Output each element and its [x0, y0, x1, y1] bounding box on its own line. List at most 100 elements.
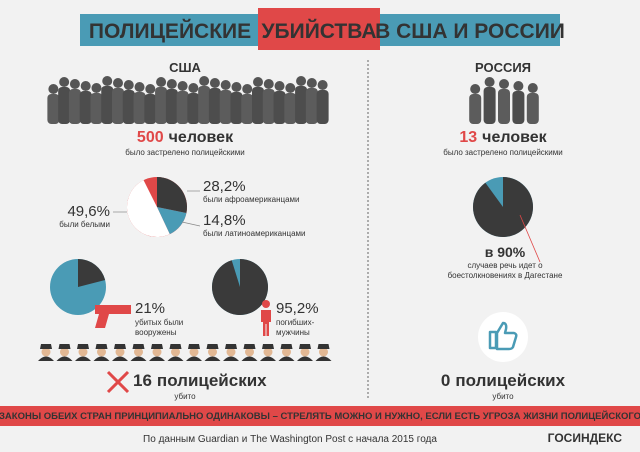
police-count-part: полицейских [157, 371, 267, 390]
police-body [56, 356, 73, 361]
silhouette-body [241, 94, 254, 124]
police-icon [278, 344, 295, 361]
silhouette-head [199, 76, 210, 86]
leader [181, 221, 201, 227]
pie-slice [473, 177, 533, 238]
silhouette-body [47, 94, 60, 124]
silhouette-head [263, 79, 274, 89]
dagestan-value: в 90% [485, 244, 526, 260]
silhouette-head [113, 78, 123, 88]
value-label: 49,6% [67, 203, 110, 220]
silhouette-body [58, 87, 71, 124]
silhouette-head [123, 80, 134, 90]
police-icon [223, 344, 239, 361]
footer-logo: ГОСИНДЕКС [548, 431, 623, 445]
killed-count-part: человек [169, 129, 234, 146]
silhouette-body [469, 94, 482, 124]
silhouette-body [68, 89, 81, 124]
silhouette-head [48, 84, 59, 94]
police-icon [186, 344, 202, 361]
silhouette-head [484, 77, 495, 87]
silhouette-head [513, 81, 524, 91]
police-face [152, 347, 162, 357]
silhouette-body [122, 90, 135, 124]
silhouette-head [220, 80, 231, 90]
silhouette-body [112, 88, 124, 124]
police-count: 0 полицейских [441, 371, 566, 390]
label: были афроамериканцами [203, 195, 299, 204]
police-face [226, 347, 236, 357]
police-face [263, 347, 273, 357]
silhouette-head [166, 79, 177, 89]
silhouette-head [296, 76, 307, 86]
title-part: ПОЛИЦЕЙСКИЕ [89, 19, 251, 43]
cross-icon [106, 370, 130, 394]
police-icon [75, 344, 91, 361]
police-icon [260, 344, 276, 361]
thumb-icon [488, 321, 518, 351]
police-face [245, 347, 254, 357]
police-body [186, 356, 202, 361]
pie-slice [157, 177, 187, 213]
silhouette-head [285, 83, 296, 93]
silhouette-head [59, 77, 70, 87]
police-body [130, 356, 147, 361]
police-face [41, 347, 51, 357]
silhouette-body [252, 87, 264, 124]
silhouette-body [295, 86, 308, 124]
heading: РОССИЯ [475, 60, 531, 75]
police-count: 16 полицейских [133, 371, 267, 390]
police-cap [169, 344, 182, 349]
silhouette-head [91, 83, 102, 93]
silhouette-head [156, 77, 167, 87]
silhouette-head [145, 84, 156, 94]
police-body [315, 356, 332, 361]
value-label: 95,2% [276, 300, 319, 317]
footer-band [0, 406, 640, 426]
pie-slice [212, 259, 268, 315]
silhouette-body [101, 86, 114, 124]
silhouette-body [230, 92, 243, 124]
footer-source: По данным Guardian и The Washington Post… [143, 434, 437, 445]
police-cap [225, 344, 237, 349]
silhouette-body [305, 88, 318, 124]
label: убитых были [135, 318, 183, 327]
police-count-part: полицейских [455, 371, 565, 390]
silhouette-body [144, 94, 157, 124]
police-icon [56, 344, 73, 361]
police-note: убито [174, 392, 196, 401]
silhouette-body [198, 86, 211, 124]
silhouette-body [498, 89, 510, 124]
silhouette-body [165, 89, 178, 124]
police-cap [317, 344, 330, 349]
value-label: 21% [135, 300, 165, 317]
silhouette-body [219, 90, 232, 124]
police-body [241, 356, 258, 361]
label: случаев речь идет о [467, 261, 543, 270]
police-body [223, 356, 239, 361]
silhouette-body [262, 89, 275, 124]
police-face [319, 347, 328, 357]
silhouette-head [209, 78, 220, 88]
police-cap [114, 344, 126, 349]
police-body [75, 356, 91, 361]
dagestan-value-part: в 90% [485, 244, 526, 260]
gun-icon [95, 305, 131, 328]
title-highlight [258, 8, 380, 50]
police-body [38, 356, 54, 361]
killed-count: 500 человек [137, 129, 234, 146]
police-cap [280, 344, 293, 349]
silhouette-body [316, 90, 329, 124]
police-icon [93, 344, 110, 361]
silhouette-body [526, 93, 539, 124]
title-part: УБИЙСТВА [261, 19, 376, 43]
police-cap [188, 344, 200, 349]
police-icon [149, 344, 165, 361]
label: вооружены [135, 328, 177, 337]
police-cap [77, 344, 89, 349]
silhouette-head [253, 77, 263, 87]
title-part: В США И РОССИИ [375, 20, 565, 43]
silhouette-head [80, 81, 91, 91]
